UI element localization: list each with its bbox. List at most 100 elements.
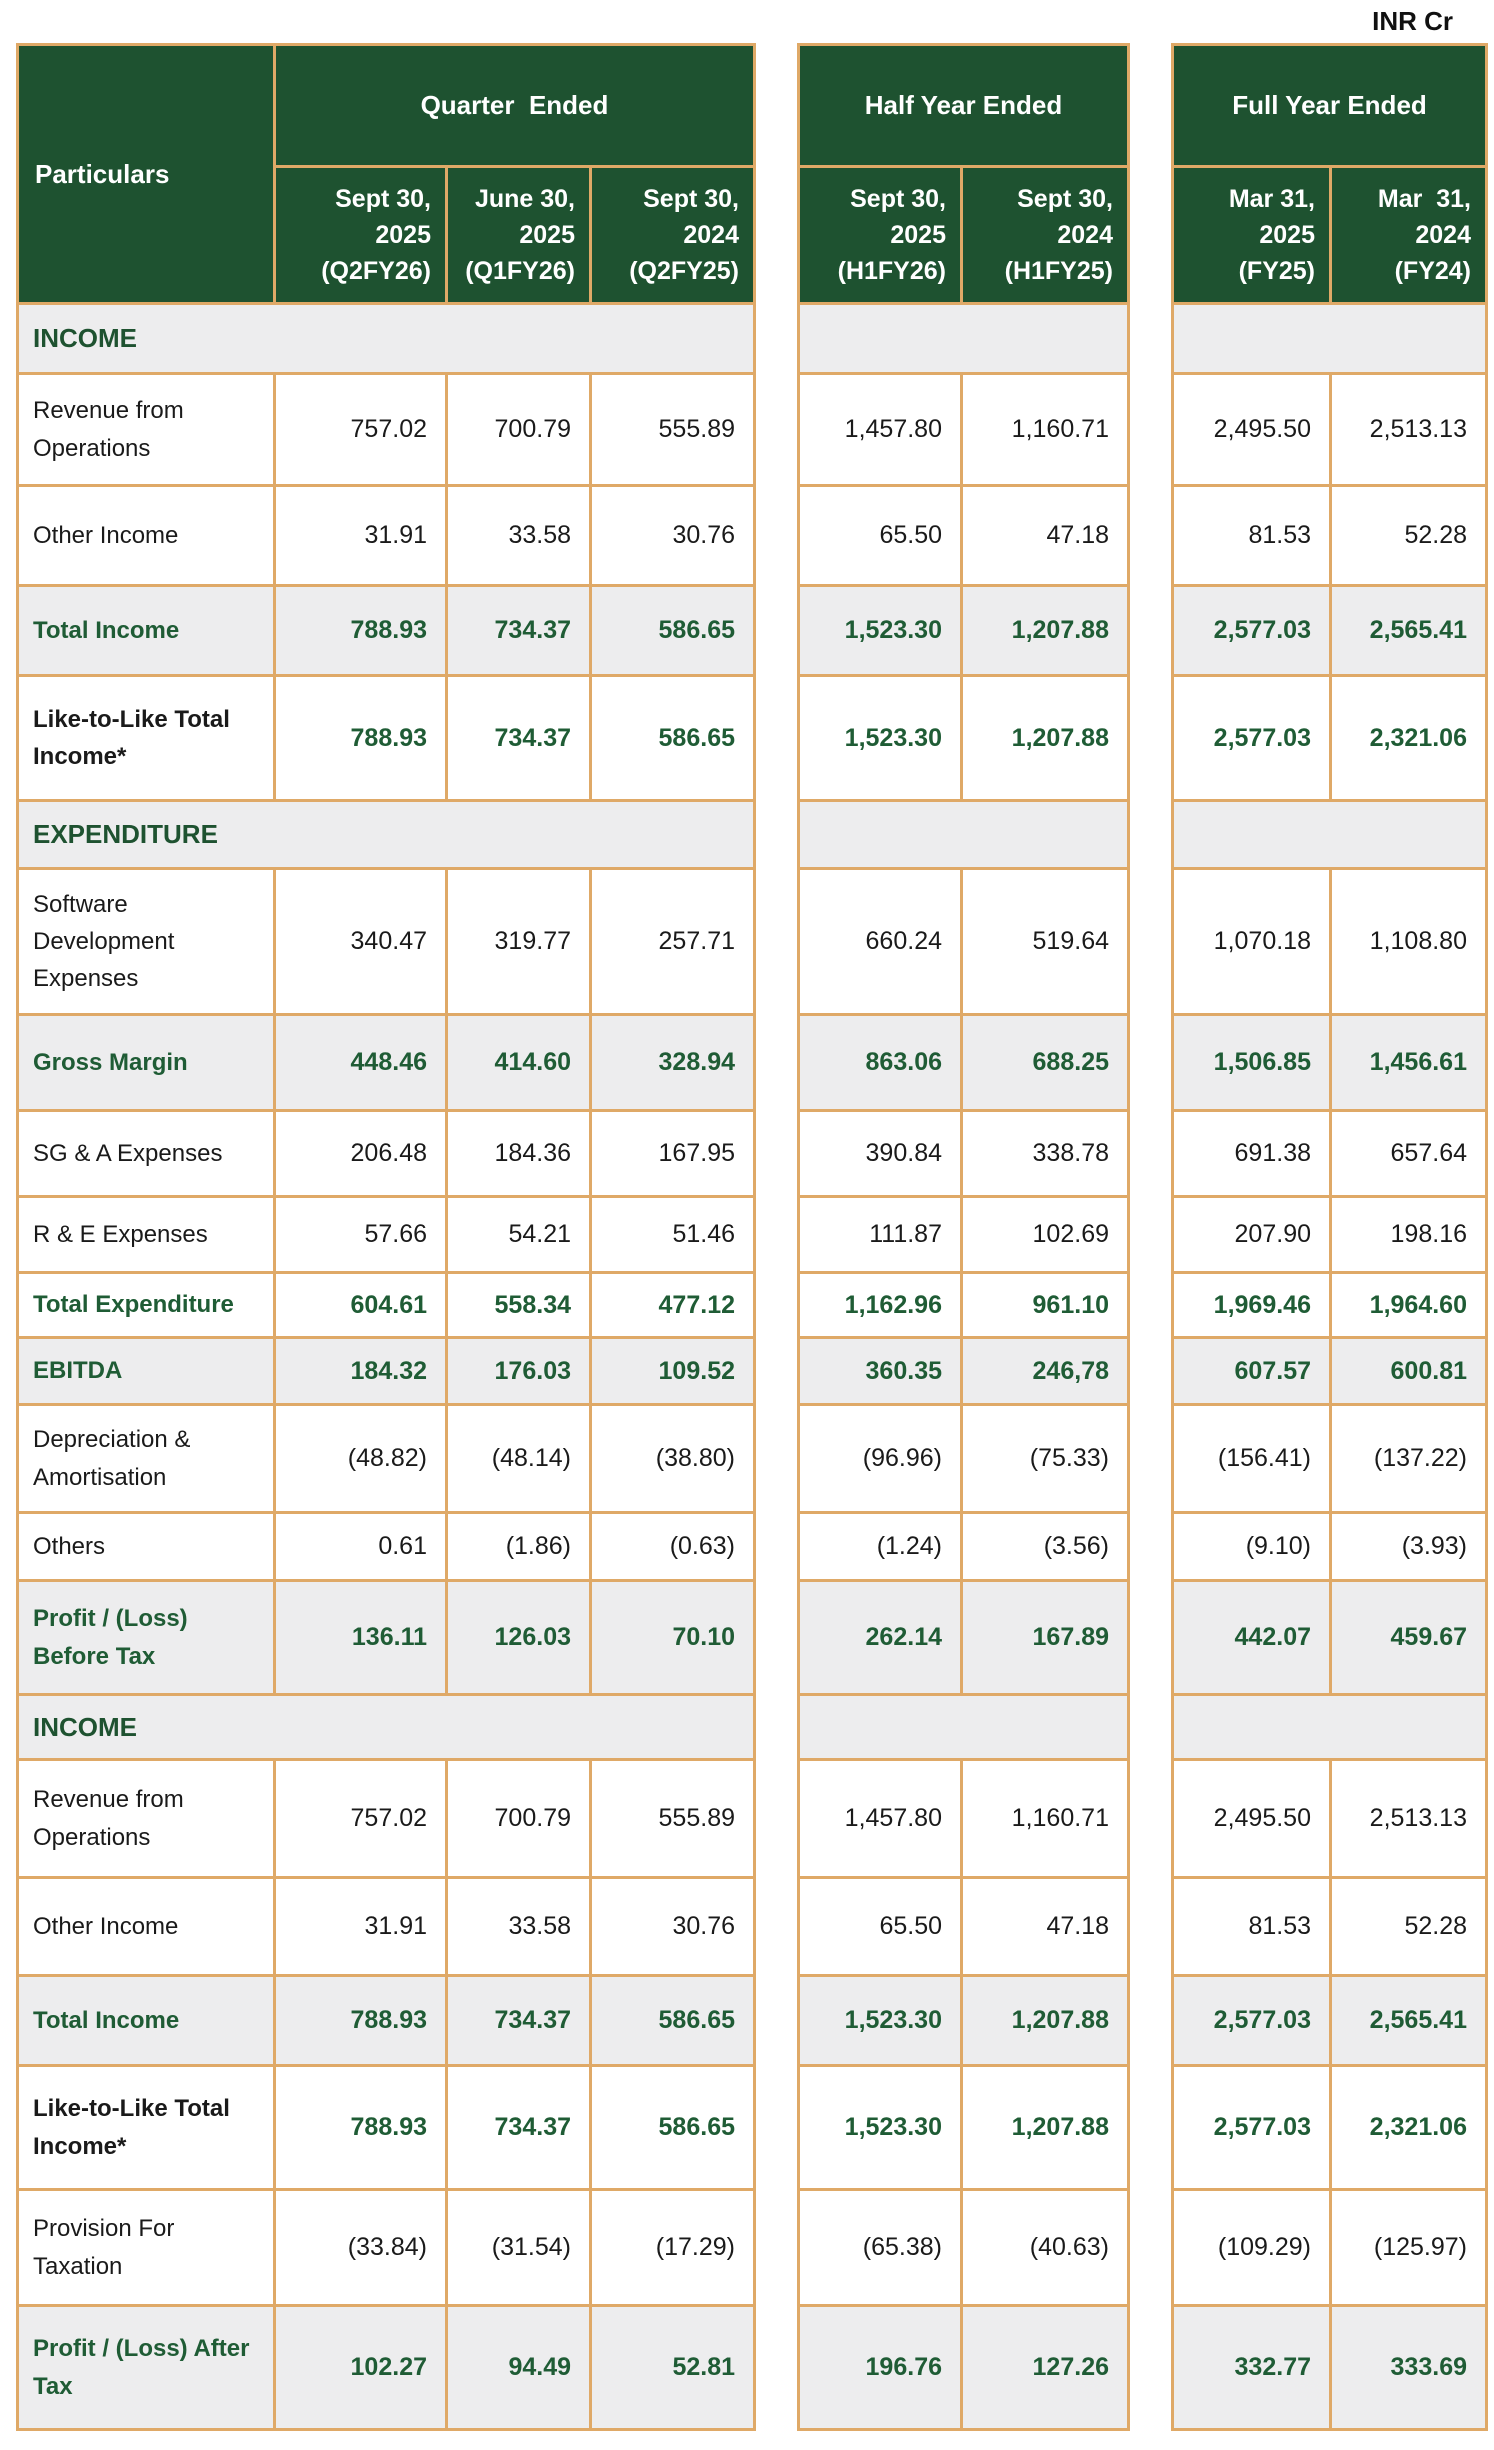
value-cell: 207.90 (1171, 1198, 1332, 1274)
value-cell: 442.07 (1171, 1582, 1332, 1696)
value-cell: (75.33) (963, 1406, 1130, 1514)
value-cell: 126.03 (448, 1582, 592, 1696)
value-cell: 31.91 (276, 1879, 448, 1977)
value-cell: 691.38 (1171, 1112, 1332, 1198)
value-cell: 414.60 (448, 1016, 592, 1112)
row-label: Total Income (16, 1977, 276, 2067)
value-cell: 734.37 (448, 2067, 592, 2191)
value-cell: (31.54) (448, 2191, 592, 2307)
value-cell: 558.34 (448, 1274, 592, 1339)
value-cell: 961.10 (963, 1274, 1130, 1339)
value-cell: 757.02 (276, 375, 448, 487)
value-cell: 1,162.96 (797, 1274, 963, 1339)
value-cell: 1,964.60 (1332, 1274, 1488, 1339)
value-cell: 1,523.30 (797, 677, 963, 802)
value-cell: 328.94 (592, 1016, 756, 1112)
row-label: Software Development Expenses (16, 870, 276, 1016)
row-label: Like-to-Like Total Income* (16, 2067, 276, 2191)
value-cell: 1,160.71 (963, 1761, 1130, 1879)
value-cell: (48.82) (276, 1406, 448, 1514)
value-cell: 657.64 (1332, 1112, 1488, 1198)
value-cell: 94.49 (448, 2307, 592, 2431)
row-label: Gross Margin (16, 1016, 276, 1112)
value-cell: 390.84 (797, 1112, 963, 1198)
value-cell: 54.21 (448, 1198, 592, 1274)
value-cell: 340.47 (276, 870, 448, 1016)
value-cell: 33.58 (448, 1879, 592, 1977)
value-cell: (9.10) (1171, 1514, 1332, 1582)
particulars-header-cell: Particulars (16, 43, 276, 305)
group-header-quarter-ended: Quarter Ended (276, 43, 756, 168)
value-cell: 2,321.06 (1332, 2067, 1488, 2191)
value-cell: 81.53 (1171, 1879, 1332, 1977)
value-cell: (3.93) (1332, 1514, 1488, 1582)
value-cell: 52.28 (1332, 1879, 1488, 1977)
section-band-spacer (1171, 802, 1488, 870)
column-header-q2fy25: Sept 30, 2024 (Q2FY25) (592, 168, 756, 305)
value-cell: 1,969.46 (1171, 1274, 1332, 1339)
section-band: EXPENDITURE (16, 802, 756, 870)
value-cell: 788.93 (276, 587, 448, 677)
value-cell: 184.32 (276, 1339, 448, 1406)
row-label: Like-to-Like Total Income* (16, 677, 276, 802)
group-header-full-year-ended: Full Year Ended (1171, 43, 1488, 168)
value-cell: 734.37 (448, 677, 592, 802)
section-band-spacer (797, 305, 1130, 375)
value-cell: 196.76 (797, 2307, 963, 2431)
value-cell: 863.06 (797, 1016, 963, 1112)
value-cell: 660.24 (797, 870, 963, 1016)
value-cell: 333.69 (1332, 2307, 1488, 2431)
value-cell: 102.69 (963, 1198, 1130, 1274)
value-cell: (40.63) (963, 2191, 1130, 2307)
column-header-fy25: Mar 31, 2025 (FY25) (1171, 168, 1332, 305)
value-cell: 0.61 (276, 1514, 448, 1582)
row-label: Profit / (Loss) Before Tax (16, 1582, 276, 1696)
value-cell: 31.91 (276, 487, 448, 587)
value-cell: 1,506.85 (1171, 1016, 1332, 1112)
value-cell: 81.53 (1171, 487, 1332, 587)
value-cell: 519.64 (963, 870, 1130, 1016)
value-cell: 586.65 (592, 587, 756, 677)
value-cell: 1,523.30 (797, 2067, 963, 2191)
value-cell: (156.41) (1171, 1406, 1332, 1514)
value-cell: 2,513.13 (1332, 1761, 1488, 1879)
value-cell: 206.48 (276, 1112, 448, 1198)
value-cell: 127.26 (963, 2307, 1130, 2431)
value-cell: 102.27 (276, 2307, 448, 2431)
value-cell: 607.57 (1171, 1339, 1332, 1406)
value-cell: 2,577.03 (1171, 1977, 1332, 2067)
value-cell: 262.14 (797, 1582, 963, 1696)
value-cell: 198.16 (1332, 1198, 1488, 1274)
value-cell: 788.93 (276, 2067, 448, 2191)
results-table: Particulars Quarter Ended Half Year Ende… (16, 43, 1488, 2431)
value-cell: 47.18 (963, 487, 1130, 587)
value-cell: 604.61 (276, 1274, 448, 1339)
section-band-spacer (797, 1696, 1130, 1761)
value-cell: 477.12 (592, 1274, 756, 1339)
value-cell: 52.81 (592, 2307, 756, 2431)
value-cell: 65.50 (797, 487, 963, 587)
value-cell: 47.18 (963, 1879, 1130, 1977)
value-cell: 2,565.41 (1332, 587, 1488, 677)
value-cell: 109.52 (592, 1339, 756, 1406)
value-cell: 319.77 (448, 870, 592, 1016)
value-cell: 586.65 (592, 2067, 756, 2191)
value-cell: 700.79 (448, 375, 592, 487)
value-cell: 70.10 (592, 1582, 756, 1696)
value-cell: (38.80) (592, 1406, 756, 1514)
value-cell: 111.87 (797, 1198, 963, 1274)
section-band: INCOME (16, 305, 756, 375)
unit-label: INR Cr (1372, 6, 1453, 36)
section-band: INCOME (16, 1696, 756, 1761)
value-cell: 2,513.13 (1332, 375, 1488, 487)
value-cell: 30.76 (592, 487, 756, 587)
column-header-h1fy26: Sept 30, 2025 (H1FY26) (797, 168, 963, 305)
value-cell: (1.24) (797, 1514, 963, 1582)
value-cell: 167.95 (592, 1112, 756, 1198)
value-cell: 184.36 (448, 1112, 592, 1198)
row-label: Revenue from Operations (16, 375, 276, 487)
value-cell: 1,456.61 (1332, 1016, 1488, 1112)
value-cell: (17.29) (592, 2191, 756, 2307)
value-cell: 1,207.88 (963, 677, 1130, 802)
